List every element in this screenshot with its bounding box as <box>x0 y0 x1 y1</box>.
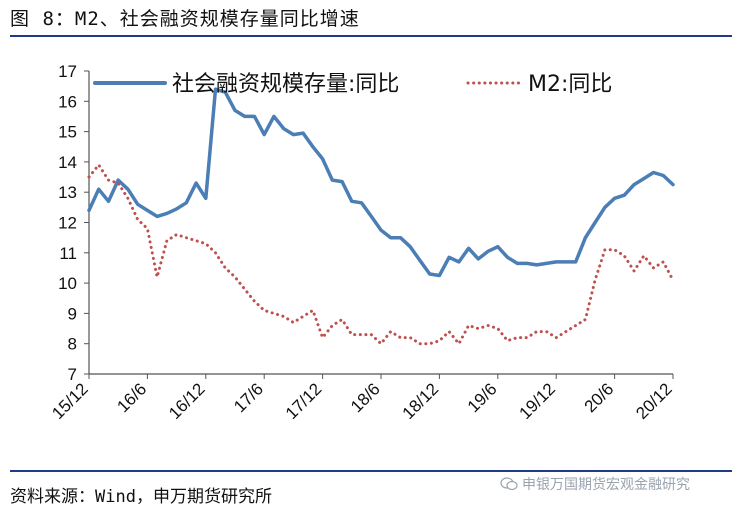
y-tick-label: 7 <box>68 365 77 384</box>
legend-label: M2:同比 <box>528 72 612 97</box>
footer-divider <box>10 470 732 472</box>
title-divider <box>10 35 732 37</box>
y-tick-label: 9 <box>68 304 77 323</box>
y-tick-label: 8 <box>68 335 77 354</box>
watermark: 申银万国期货宏观金融研究 <box>500 474 690 494</box>
y-tick-label: 17 <box>58 62 77 81</box>
x-tick-label: 19/6 <box>464 379 501 416</box>
series-line-social-financing <box>87 87 675 278</box>
source-note: 资料来源：Wind，申万期货研究所 <box>10 487 272 507</box>
x-tick-label: 18/6 <box>347 379 384 416</box>
x-tick-label: 17/12 <box>282 379 326 423</box>
x-tick-label: 16/12 <box>165 379 209 423</box>
figure-title: 图 8：M2、社会融资规模存量同比增速 <box>10 8 360 30</box>
x-tick-label: 19/12 <box>516 379 560 423</box>
series-layer <box>87 87 675 346</box>
y-tick-label: 10 <box>58 274 77 293</box>
y-tick-label: 12 <box>58 214 77 233</box>
y-tick-label: 13 <box>58 183 77 202</box>
x-tick-label: 17/6 <box>230 379 267 416</box>
wechat-icon <box>500 477 518 491</box>
legend-label: 社会融资规模存量:同比 <box>172 72 399 97</box>
line-chart: 7 8 9 10 11 12 13 14 15 16 17 15/12 16/6 16/12 17/6 17/… <box>48 62 676 423</box>
series-line-m2 <box>87 163 675 346</box>
watermark-text: 申银万国期货宏观金融研究 <box>522 477 690 493</box>
x-tick-label: 20/6 <box>581 379 618 416</box>
y-tick-label: 15 <box>58 123 77 142</box>
x-tick-label: 15/12 <box>48 379 92 423</box>
x-tick-label: 20/12 <box>632 379 676 423</box>
y-tick-label: 16 <box>58 92 77 111</box>
y-tick-label: 11 <box>59 244 77 263</box>
chart-legend: 社会融资规模存量:同比 M2:同比 <box>93 72 612 97</box>
x-tick-label: 16/6 <box>113 379 150 416</box>
y-tick-label: 14 <box>58 153 77 172</box>
x-tick-label: 18/12 <box>399 379 443 423</box>
